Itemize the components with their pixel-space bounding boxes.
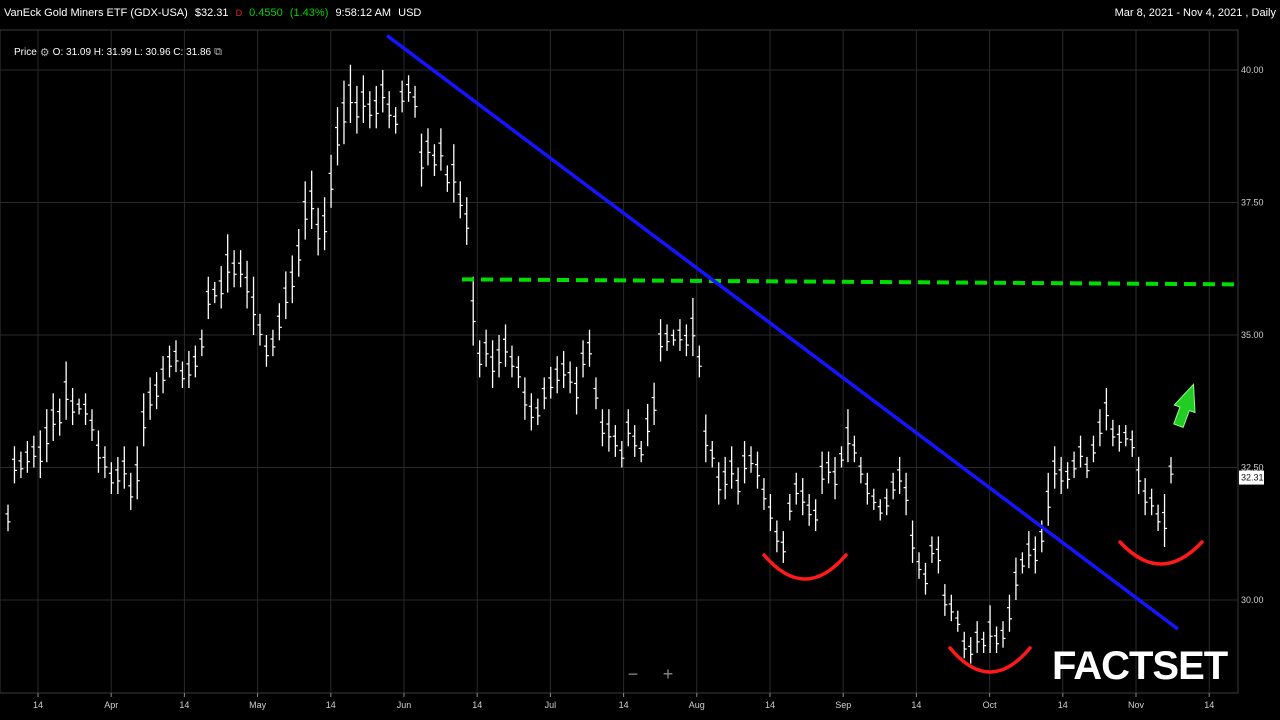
y-tick-label: 30.00 [1241, 595, 1264, 605]
currency: USD [398, 7, 422, 19]
y-tick-label: 40.00 [1241, 65, 1264, 75]
x-tick-label: Aug [689, 700, 705, 710]
x-tick-label: 14 [33, 700, 43, 710]
x-tick-label: 14 [911, 700, 921, 710]
resistance-line [461, 277, 1239, 287]
last-price-label: 32.31 [1241, 473, 1264, 483]
chart-header: VanEck Gold Miners ETF (GDX-USA) $32.31 … [4, 7, 425, 19]
last-price: $32.31 [194, 7, 229, 19]
downtrend-line [385, 34, 1180, 631]
change-value: 0.4550 [249, 7, 283, 19]
factset-logo: FACTSET [1052, 644, 1228, 688]
quote-time: 9:58:12 AM [335, 7, 392, 19]
legend-label: Price [14, 47, 37, 58]
bottom-arc-2 [948, 646, 1032, 674]
gear-icon[interactable]: ⚙ [39, 47, 50, 59]
x-tick-label: May [249, 700, 267, 710]
x-tick-label: 14 [472, 700, 482, 710]
bottom-arc-3 [1118, 540, 1204, 566]
up-arrow-icon [1173, 383, 1196, 429]
price-legend: Price ⚙ O: 31.09 H: 31.99 L: 30.96 C: 31… [14, 46, 225, 59]
change-percent: (1.43%) [289, 7, 329, 19]
security-name: VanEck Gold Miners ETF (GDX-USA) [4, 7, 188, 19]
x-tick-label: 14 [326, 700, 336, 710]
x-tick-label: Nov [1128, 700, 1145, 710]
x-tick-label: Jul [545, 700, 557, 710]
plot-frame [0, 29, 1239, 694]
direction-indicator: D [235, 8, 243, 18]
y-tick-label: 35.00 [1241, 330, 1264, 340]
y-tick-label: 32.50 [1241, 463, 1264, 473]
x-tick-label: 14 [179, 700, 189, 710]
date-range[interactable]: Mar 8, 2021 - Nov 4, 2021 , Daily [1114, 7, 1276, 19]
zoom-controls: − + [618, 664, 683, 685]
bottom-arc-1 [762, 553, 848, 581]
zoom-out-button[interactable]: − [627, 664, 639, 684]
x-tick-label: 14 [619, 700, 629, 710]
x-tick-label: Jun [397, 700, 412, 710]
x-tick-label: 14 [765, 700, 775, 710]
x-tick-label: Oct [983, 700, 998, 710]
popout-icon[interactable]: ⧉ [214, 46, 222, 58]
legend-ohlc: O: 31.09 H: 31.99 L: 30.96 C: 31.86 [52, 47, 212, 58]
last-price-box [1239, 470, 1264, 485]
x-tick-label: 14 [1204, 700, 1214, 710]
y-tick-label: 37.50 [1241, 198, 1264, 208]
zoom-in-button[interactable]: + [662, 664, 674, 684]
up-arrow-shape [1173, 383, 1196, 429]
x-tick-label: Apr [104, 700, 118, 710]
x-tick-label: Sep [835, 700, 851, 710]
x-tick-label: 14 [1058, 700, 1068, 710]
